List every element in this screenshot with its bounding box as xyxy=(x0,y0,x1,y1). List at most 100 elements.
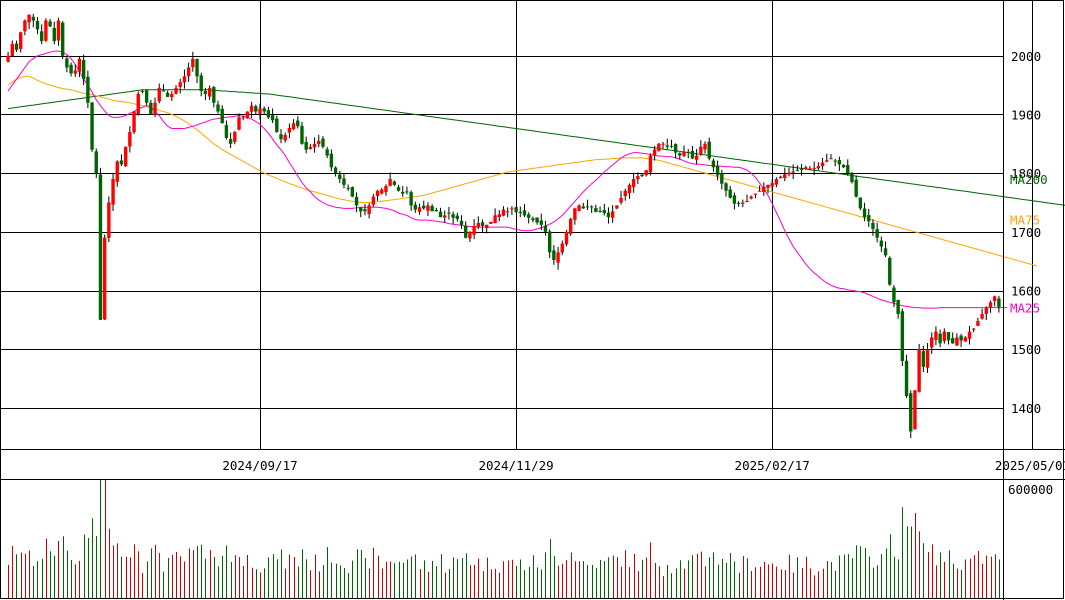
candle-body xyxy=(342,178,346,185)
candle-body xyxy=(816,166,821,169)
candle-body xyxy=(216,104,220,112)
candle-body xyxy=(161,90,166,92)
candle-body xyxy=(77,58,82,72)
volume-tick-label: 600000 xyxy=(1008,482,1053,497)
candle-body xyxy=(619,197,623,203)
candle-body xyxy=(14,43,19,50)
candle-body xyxy=(757,190,762,192)
candle-body xyxy=(678,153,682,156)
candle-body xyxy=(955,337,959,346)
candle-body xyxy=(535,217,539,223)
candle-body xyxy=(480,222,485,226)
candle-body xyxy=(367,205,371,215)
candle-body xyxy=(799,169,804,171)
candle-body xyxy=(102,237,107,320)
candle-body xyxy=(623,190,627,197)
candle-body xyxy=(644,170,648,176)
candle-body xyxy=(140,90,145,93)
candle-body xyxy=(552,250,556,261)
price-tick-label: 1700 xyxy=(1011,225,1041,240)
candle-body xyxy=(648,155,653,173)
ma200-legend-label: MA200 xyxy=(1010,172,1048,187)
price-tick-label: 1900 xyxy=(1011,107,1041,122)
candle-body xyxy=(585,206,590,208)
candle-body xyxy=(673,143,678,153)
candle-body xyxy=(178,82,182,88)
price-tick-label: 2000 xyxy=(1011,49,1041,64)
candle-body xyxy=(23,20,27,32)
candle-body xyxy=(464,225,468,238)
candle-body xyxy=(65,58,69,68)
date-tick-label: 2025/02/17 xyxy=(735,458,810,473)
candle-body xyxy=(60,22,65,56)
date-axis-labels: 2024/09/17 2024/11/29 2025/02/17 2025/05/01 xyxy=(222,458,1065,473)
candle-body xyxy=(699,146,703,155)
candle-body xyxy=(384,186,388,193)
candle-body xyxy=(111,179,115,205)
candle-body xyxy=(98,174,103,320)
candle-body xyxy=(787,172,791,175)
candle-body xyxy=(275,118,279,133)
candle-body xyxy=(186,67,191,77)
candle-body xyxy=(934,331,938,340)
candle-body xyxy=(241,117,245,119)
candle-body xyxy=(871,222,875,229)
candle-body xyxy=(237,117,241,130)
candle-body xyxy=(182,76,187,83)
candle-body xyxy=(44,20,48,41)
candle-body xyxy=(778,176,783,179)
candle-body xyxy=(396,187,401,191)
volume-axis-labels: 600000 xyxy=(1008,482,1053,497)
candle-body xyxy=(972,328,976,330)
candle-body xyxy=(938,333,942,344)
candle-body xyxy=(862,208,867,218)
candle-body xyxy=(249,105,254,112)
candlestick-series xyxy=(6,13,1001,439)
candle-body xyxy=(245,111,250,119)
candle-body xyxy=(774,179,779,185)
candle-body xyxy=(317,140,321,145)
candle-body xyxy=(547,231,552,253)
candle-body xyxy=(354,197,359,206)
candle-body xyxy=(829,158,833,160)
candle-body xyxy=(560,243,564,253)
candle-body xyxy=(468,231,472,239)
candle-body xyxy=(795,170,800,172)
candle-body xyxy=(279,134,283,140)
candle-body xyxy=(984,308,989,314)
candle-body xyxy=(287,127,292,133)
candle-body xyxy=(69,64,73,74)
candle-body xyxy=(825,160,829,162)
candle-body xyxy=(233,132,237,142)
candle-body xyxy=(380,189,384,194)
ma25-line xyxy=(7,50,1008,309)
candle-body xyxy=(388,179,392,186)
candle-body xyxy=(270,115,275,121)
ma-legend: MA200 MA75 MA25 xyxy=(1010,172,1048,316)
candle-body xyxy=(149,102,153,115)
candle-body xyxy=(715,165,720,176)
candle-body xyxy=(904,360,909,397)
candle-body xyxy=(195,59,199,77)
candle-body xyxy=(10,44,14,57)
candle-body xyxy=(951,338,955,344)
candle-body xyxy=(472,225,476,235)
candle-body xyxy=(993,296,997,301)
candle-body xyxy=(153,102,157,115)
candle-body xyxy=(917,349,921,392)
candle-body xyxy=(896,300,900,315)
candle-body xyxy=(321,138,325,147)
candle-body xyxy=(925,349,930,368)
price-tick-label: 1400 xyxy=(1011,401,1041,416)
candle-body xyxy=(417,207,422,212)
candle-body xyxy=(333,167,338,174)
candle-body xyxy=(959,335,963,341)
candle-body xyxy=(837,160,842,165)
price-tick-label: 1800 xyxy=(1011,166,1041,181)
candle-body xyxy=(329,153,334,168)
candle-body xyxy=(913,390,917,430)
candle-body xyxy=(304,141,308,150)
candle-body xyxy=(791,171,795,173)
candle-body xyxy=(27,14,31,23)
candle-body xyxy=(258,108,262,114)
